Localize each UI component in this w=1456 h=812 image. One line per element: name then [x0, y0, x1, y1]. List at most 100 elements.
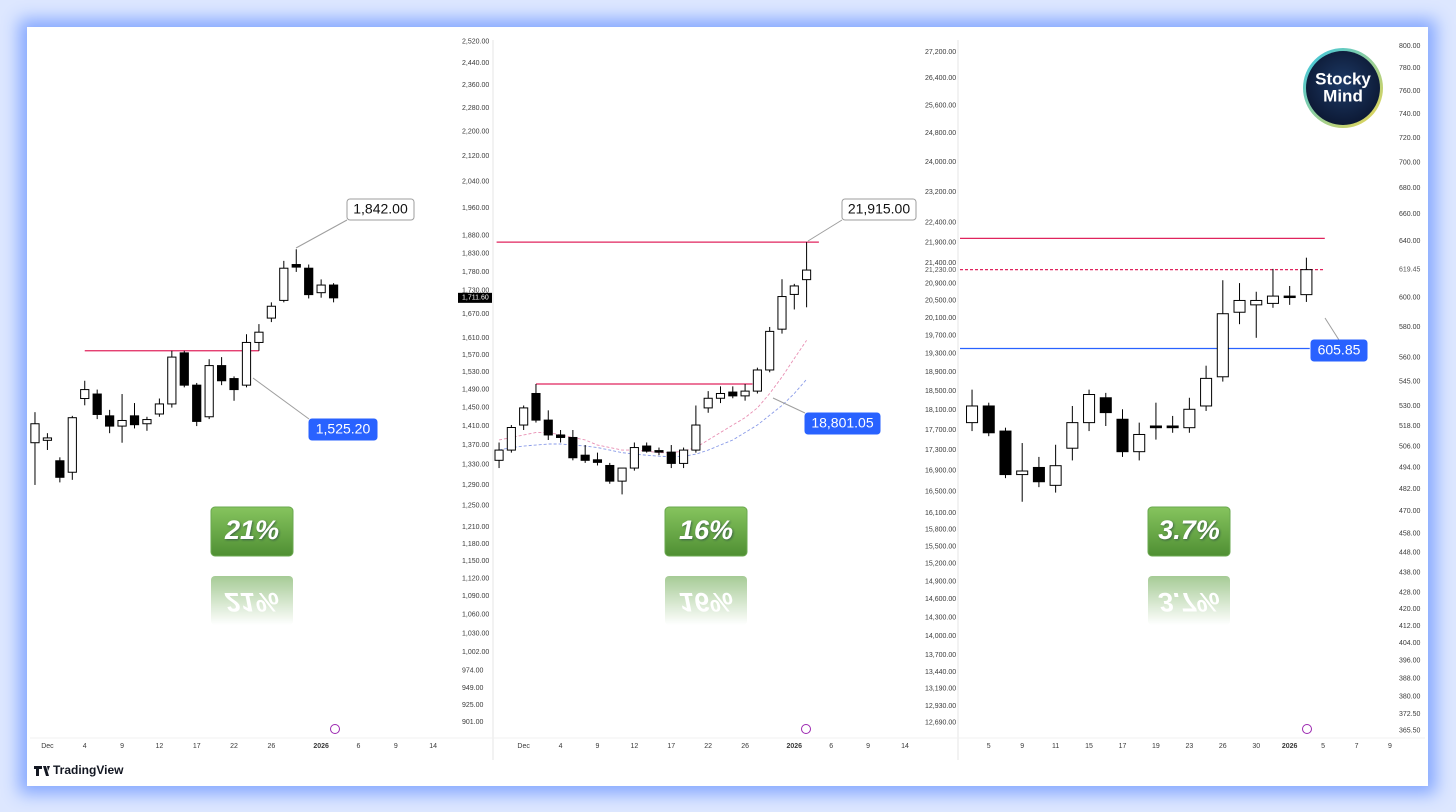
gain-badge-label: 3.7%: [1158, 515, 1220, 545]
candle-body: [531, 392, 541, 421]
callout-box: [804, 412, 881, 435]
y-tick-label: 23,200.00: [925, 189, 956, 196]
candle-body: [67, 417, 77, 473]
x-tick-label: 4: [559, 743, 563, 750]
x-tick-label: 11: [1052, 743, 1059, 750]
last-price-badge: [458, 292, 492, 303]
y-tick-label: 19,300.00: [925, 351, 956, 358]
y-tick-label: 458.00: [1399, 530, 1421, 537]
callout-label: 21,915.00: [848, 201, 910, 217]
y-tick-label: 13,440.00: [925, 669, 956, 676]
candle-body: [605, 464, 615, 482]
gain-badge-box: [210, 506, 294, 557]
x-tick-label: 7: [1355, 743, 1359, 750]
y-tick-label: 518.00: [1399, 423, 1421, 430]
x-tick-label: 22: [230, 743, 238, 750]
y-tick-label: 1,830.00: [462, 250, 489, 257]
y-tick-label: 1,330.00: [462, 462, 489, 469]
logo-text: Stocky: [1315, 69, 1371, 88]
y-tick-label: 1,570.00: [462, 352, 489, 359]
y-tick-label: 420.00: [1399, 606, 1421, 613]
x-tick-label: 9: [1388, 743, 1392, 750]
gain-badge-label: 21%: [224, 515, 279, 545]
y-tick-label: 1,530.00: [462, 369, 489, 376]
y-tick-label: 12,930.00: [925, 703, 956, 710]
x-tick-label: 14: [901, 743, 909, 750]
gain-badge: 16%: [664, 506, 748, 557]
candle-body: [506, 427, 516, 451]
candle-body: [691, 424, 701, 451]
candle-body: [740, 390, 750, 397]
y-tick-label: 1,090.00: [462, 593, 489, 600]
candle-body: [241, 341, 252, 386]
y-tick-label: 1,060.00: [462, 612, 489, 619]
y-tick-label: 720.00: [1399, 135, 1421, 142]
y-tick-label: 1,670.00: [462, 311, 489, 318]
y-tick-label: 18,500.00: [925, 388, 956, 395]
callout-box: [346, 198, 415, 221]
candle-body: [1049, 465, 1062, 486]
candle-body: [1016, 470, 1029, 476]
candle-body: [1032, 466, 1045, 483]
x-tick-label: 5: [1321, 743, 1325, 750]
candle-body: [802, 269, 812, 281]
reflection-box: [211, 576, 293, 625]
candle-body: [1283, 295, 1296, 299]
x-tick-label: 22: [704, 743, 712, 750]
y-tick-label: 448.00: [1399, 550, 1421, 557]
x-tick-label: 6: [357, 743, 361, 750]
y-tick-label: 1,210.00: [462, 524, 489, 531]
y-tick-label: 1,410.00: [462, 423, 489, 430]
callout-box: [308, 418, 378, 441]
y-tick-label: 24,000.00: [925, 159, 956, 166]
candle-body: [715, 392, 726, 399]
x-tick-label: 4: [83, 743, 87, 750]
x-tick-label: 2026: [1282, 743, 1298, 750]
y-tick-label: 22,400.00: [925, 220, 956, 227]
y-tick-label: 2,120.00: [462, 153, 489, 160]
candle-body: [789, 285, 799, 295]
y-tick-label: 25,600.00: [925, 102, 956, 109]
candle-body: [728, 391, 738, 397]
y-tick-label: 18,100.00: [925, 407, 956, 414]
y-tick-label: 700.00: [1399, 160, 1421, 167]
event-icon: [1302, 724, 1312, 734]
y-tick-label: 20,900.00: [925, 281, 956, 288]
x-tick-label: 26: [267, 743, 275, 750]
candle-body: [254, 331, 264, 343]
y-tick-label: 1,370.00: [462, 442, 489, 449]
candle-body: [204, 365, 214, 418]
y-tick-label: 1,880.00: [462, 233, 489, 240]
reflection-label: 3.7%: [1158, 587, 1220, 617]
y-tick-label: 482.00: [1399, 486, 1421, 493]
x-tick-label: 15: [1085, 743, 1093, 750]
y-tick-label: 660.00: [1399, 211, 1421, 218]
candle-body: [192, 384, 202, 422]
reflection-label: 21%: [224, 587, 279, 617]
y-tick-label: 388.00: [1399, 675, 1421, 682]
candle-body: [179, 352, 189, 386]
y-tick-label: 1,030.00: [462, 631, 489, 638]
x-tick-label: 23: [1185, 743, 1193, 750]
y-tick-label: 20,100.00: [925, 315, 956, 322]
y-tick-label: 20,500.00: [925, 298, 956, 305]
candle-body: [629, 447, 639, 469]
y-tick-label: 640.00: [1399, 238, 1421, 245]
last-price-label: 1,711.60: [462, 295, 489, 302]
y-tick-label: 380.00: [1399, 694, 1421, 701]
candle-body: [568, 436, 578, 459]
y-tick-label: 1,610.00: [462, 335, 489, 342]
candle-body: [966, 405, 979, 424]
y-tick-label: 14,600.00: [925, 596, 956, 603]
y-tick-label: 800.00: [1399, 43, 1421, 50]
y-tick-label: 2,040.00: [462, 179, 489, 186]
x-tick-label: 9: [394, 743, 398, 750]
x-tick-label: 12: [630, 743, 638, 750]
y-tick-label: 974.00: [462, 668, 484, 675]
candle-body: [1250, 299, 1263, 306]
event-icon: [330, 724, 340, 734]
x-tick-label: 9: [596, 743, 600, 750]
candle-body: [1266, 295, 1279, 304]
candle-body: [142, 419, 152, 425]
gain-badge-reflection: 21%: [211, 576, 293, 625]
